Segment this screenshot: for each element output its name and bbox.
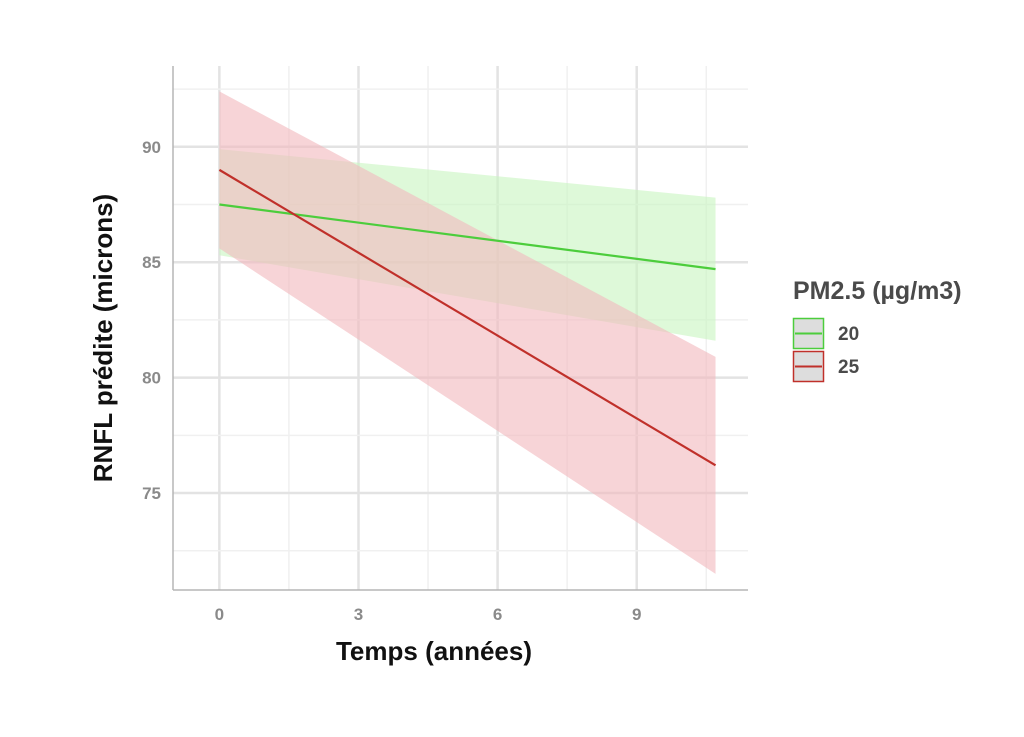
- y-tick-label: 80: [142, 369, 161, 388]
- legend-label-20: 20: [838, 324, 859, 345]
- y-tick-label: 85: [142, 253, 161, 272]
- y-tick-label: 75: [142, 484, 161, 503]
- legend-item-25: 25: [792, 350, 860, 383]
- axes: [172, 66, 748, 591]
- confidence-band-25: [219, 91, 716, 574]
- legend-title: PM2.5 (µg/m3): [793, 277, 962, 305]
- x-tick-label: 3: [354, 605, 363, 624]
- x-tick-label: 6: [493, 605, 502, 624]
- y-axis-title: RNFL prédite (microns): [88, 194, 118, 482]
- x-tick-label: 0: [215, 605, 224, 624]
- trend-lines: [218, 168, 717, 467]
- legend-item-20: 20: [792, 317, 859, 350]
- y-tick-labels: 75 80 85 90: [142, 138, 161, 503]
- confidence-bands: [219, 91, 716, 574]
- legend-label-25: 25: [838, 357, 860, 378]
- x-axis-title: Temps (années): [336, 636, 532, 666]
- x-tick-label: 9: [632, 605, 641, 624]
- x-tick-labels: 0 3 6 9: [215, 605, 642, 624]
- y-tick-label: 90: [142, 138, 161, 157]
- trend-line-20: [219, 203, 716, 271]
- trend-line-25: [218, 168, 717, 467]
